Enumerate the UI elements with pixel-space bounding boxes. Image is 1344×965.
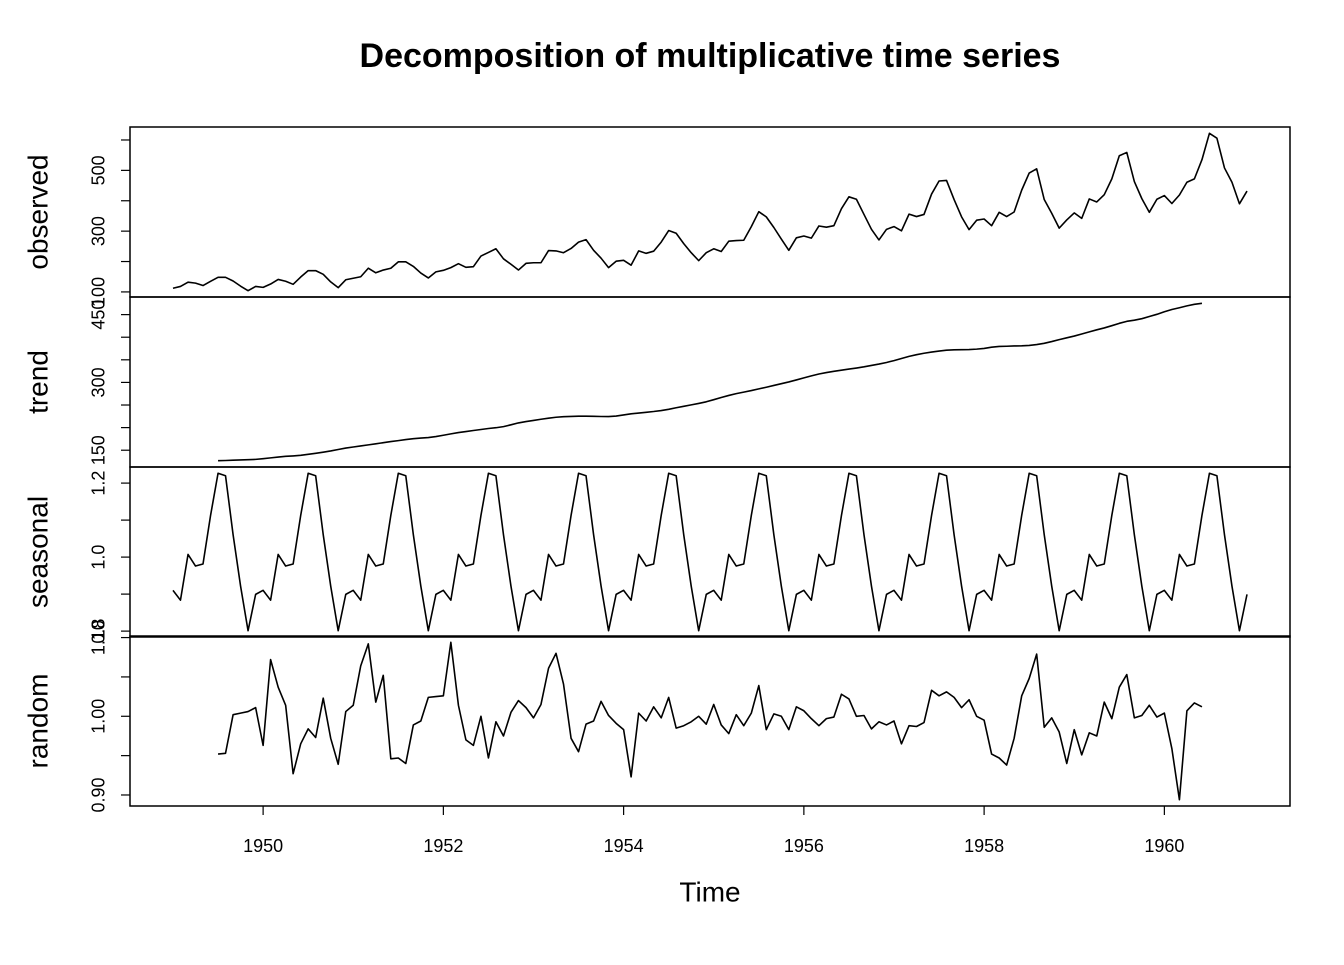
y-tick-label: 1.10 [89,620,109,655]
y-tick-label: 1.0 [89,545,109,570]
x-tick-label: 1950 [243,836,283,856]
y-tick-label: 450 [89,300,109,330]
y-tick-label: 300 [89,367,109,397]
y-axis-label: seasonal [22,496,53,608]
x-tick-label: 1956 [784,836,824,856]
y-axis-label: observed [22,154,53,269]
series-line [172,132,1248,292]
series-line [217,641,1203,801]
y-tick-label: 1.00 [89,699,109,734]
y-axis-label: trend [22,350,53,414]
y-tick-label: 0.8 [89,619,109,644]
y-tick-label: 500 [89,155,109,185]
panel-frame [129,466,1291,638]
y-tick-label: 0.90 [89,777,109,812]
y-tick-label: 100 [89,277,109,307]
x-tick-label: 1960 [1144,836,1184,856]
y-tick-label: 300 [89,216,109,246]
x-axis-label: Time [679,876,740,907]
series-line [218,302,1203,462]
x-tick-label: 1952 [423,836,463,856]
y-tick-label: 1.2 [89,471,109,496]
x-tick-label: 1954 [604,836,644,856]
y-axis-label: random [22,674,53,769]
x-tick-label: 1958 [964,836,1004,856]
series-line [172,472,1248,632]
chart-title: Decomposition of multiplicative time ser… [360,37,1061,75]
y-tick-label: 150 [89,435,109,465]
panel-frame [129,635,1291,807]
